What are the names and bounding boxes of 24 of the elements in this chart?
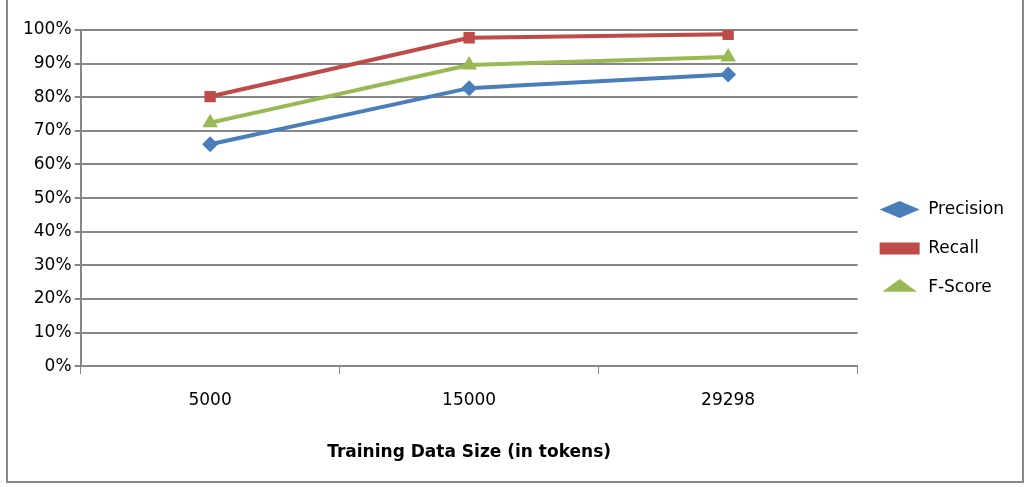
y-tick-label: 10% [33,321,72,341]
point [204,90,216,103]
y-tick-label: 30% [33,253,72,274]
y-tick-label: 80% [33,85,72,106]
x-axis-title: Training Data Size (in tokens) [327,441,612,462]
point [722,30,734,41]
x-tick-label: 29298 [701,388,756,409]
y-tick-label: 70% [33,119,72,140]
x-tick-label: 15000 [442,388,497,409]
legend-label: F-Score [928,275,992,296]
point [463,32,475,44]
x-tick-label: 5000 [188,388,232,409]
y-tick-label: 20% [33,287,72,308]
y-tick-label: 0% [44,354,72,375]
y-tick-label: 90% [33,52,72,73]
y-tick-label: 40% [33,220,72,241]
point [461,80,478,97]
legend-label: Precision [928,197,1005,218]
y-tick-label: 100% [22,18,72,39]
point [720,66,737,83]
y-tick-label: 50% [33,186,72,207]
legend-label: Recall [928,236,979,257]
point [202,136,219,153]
y-tick-label: 60% [33,152,72,173]
